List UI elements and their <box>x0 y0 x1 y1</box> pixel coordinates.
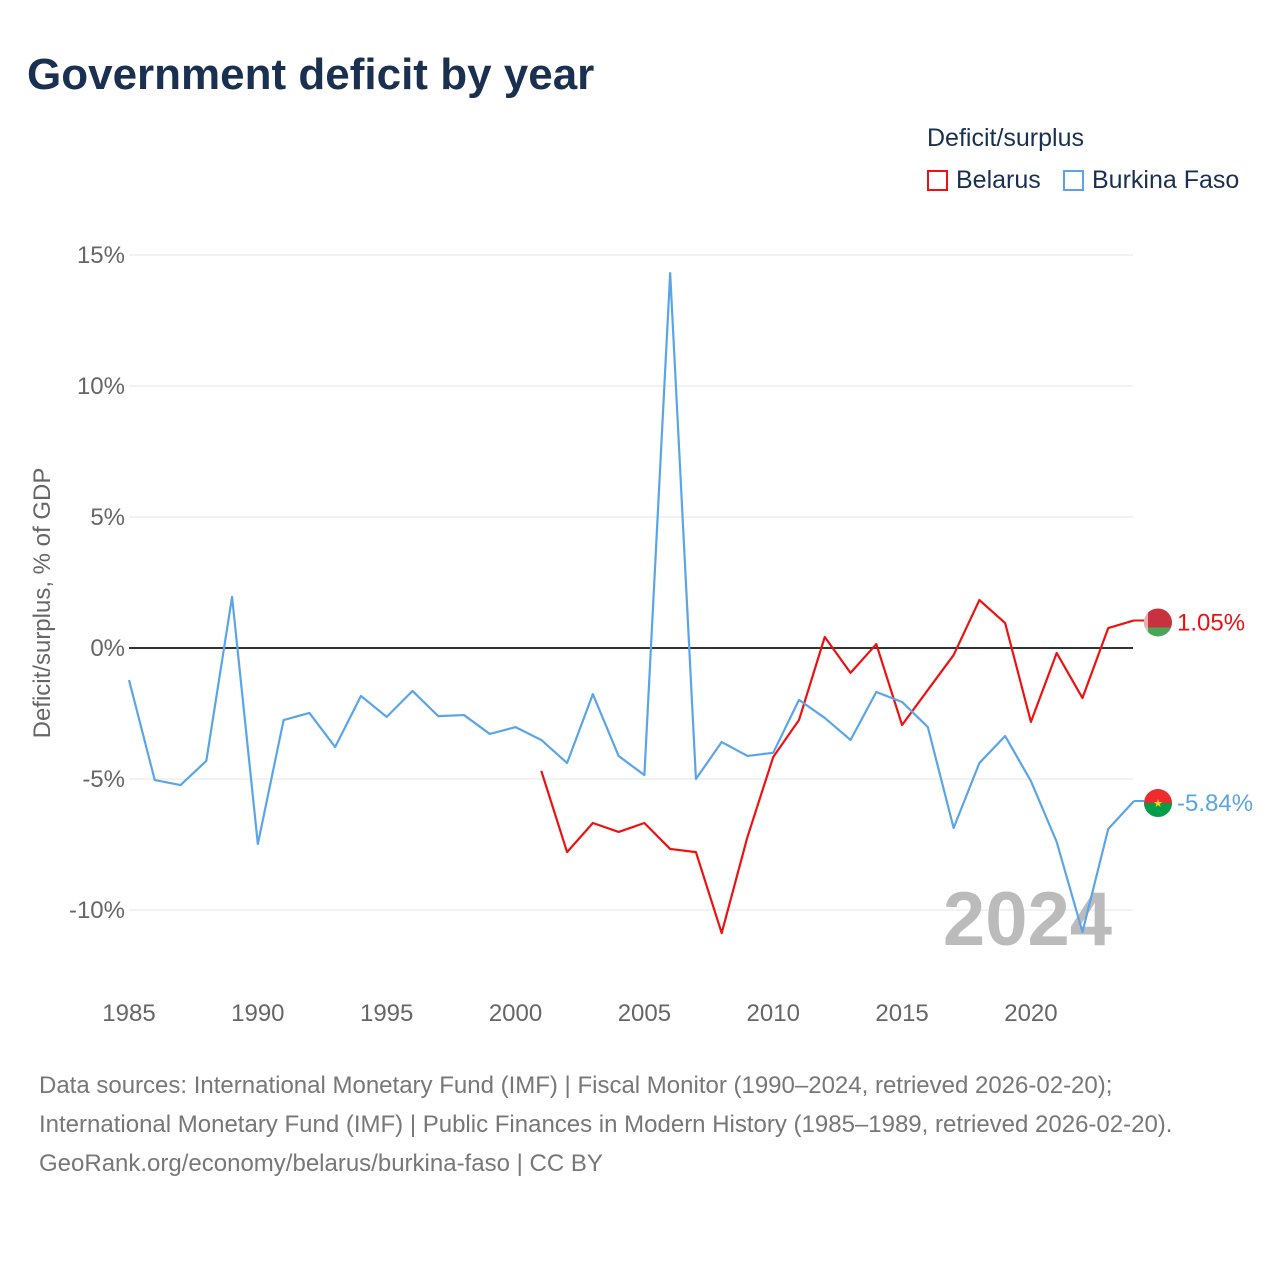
x-tick-label: 1990 <box>231 1000 284 1027</box>
flag-icon <box>1144 608 1172 628</box>
flag-star-icon: ★ <box>1153 798 1163 810</box>
footer: Data sources: International Monetary Fun… <box>39 1066 1239 1183</box>
x-tick-label: 2000 <box>489 1000 542 1027</box>
series-line-belarus <box>540 598 1135 935</box>
x-tick-label: 1995 <box>360 1000 413 1027</box>
y-tick-label: 0% <box>90 635 125 662</box>
x-tick-label: 2010 <box>747 1000 800 1027</box>
flag-icon <box>1144 803 1172 818</box>
chart-title: Government deficit by year <box>27 50 595 99</box>
x-tick-label: 2020 <box>1004 1000 1057 1027</box>
y-tick-label: 10% <box>77 373 125 400</box>
series-line-burkina-faso <box>127 271 1135 934</box>
y-axis-label: Deficit/surplus, % of GDP <box>29 468 56 739</box>
x-tick-label: 2005 <box>618 1000 671 1027</box>
legend-item-burkina-faso[interactable]: Burkina Faso <box>1063 166 1239 195</box>
y-tick-label: -10% <box>69 897 125 924</box>
end-value-label: 1.05% <box>1177 609 1245 636</box>
y-tick-label: -5% <box>82 766 125 793</box>
legend-label: Belarus <box>956 166 1041 194</box>
x-tick-label: 2015 <box>875 1000 928 1027</box>
x-tick-label: 1985 <box>102 1000 155 1027</box>
year-watermark: 2024 <box>943 877 1112 962</box>
legend-item-belarus[interactable]: Belarus <box>927 166 1041 195</box>
legend-swatch-burkina-faso <box>1063 170 1084 191</box>
flag-ornament-icon <box>1144 608 1148 637</box>
legend-title: Deficit/surplus <box>927 124 1084 152</box>
end-value-label: -5.84% <box>1177 790 1253 817</box>
flag-icon <box>1144 627 1172 637</box>
data-sources: Data sources: International Monetary Fun… <box>39 1072 1173 1138</box>
credit-link[interactable]: GeoRank.org/economy/belarus/burkina-faso… <box>39 1150 603 1177</box>
legend-label: Burkina Faso <box>1092 166 1240 194</box>
y-tick-label: 5% <box>90 504 125 531</box>
y-tick-label: 15% <box>77 242 125 269</box>
legend-swatch-belarus <box>927 170 948 191</box>
